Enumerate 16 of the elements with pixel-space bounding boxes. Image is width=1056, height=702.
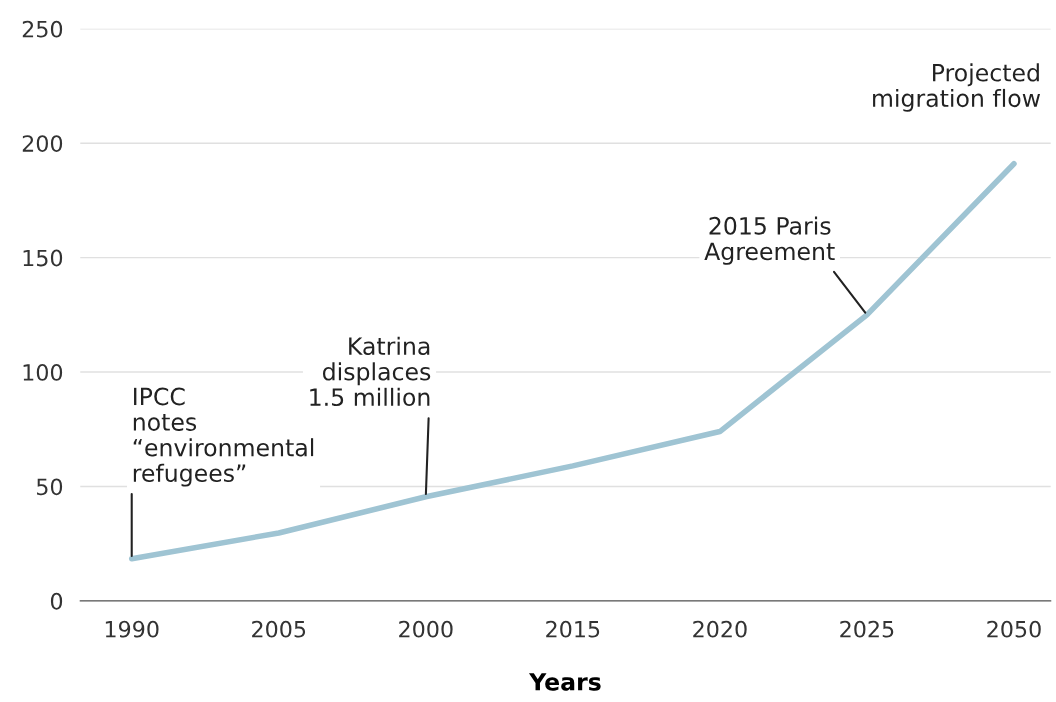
annotation: Projected migration flow xyxy=(873,63,1041,112)
x-tick-label: 2000 xyxy=(399,620,453,638)
y-tick-label: 0 xyxy=(50,592,63,610)
x-tick-label: 2015 xyxy=(546,620,600,638)
y-tick-label: 50 xyxy=(37,478,63,496)
x-tick-label: 2050 xyxy=(987,620,1041,638)
y-tick-label: 250 xyxy=(22,20,63,38)
y-tick-label: 200 xyxy=(22,135,63,152)
x-axis-title: Years xyxy=(528,673,601,691)
x-tick-label: 2025 xyxy=(840,620,894,638)
annotation: 2015 Paris Agreement xyxy=(704,216,835,265)
x-tick-label: 2020 xyxy=(693,620,747,638)
x-tick-label: 2005 xyxy=(252,620,306,638)
x-tick-label: 1990 xyxy=(105,620,159,638)
y-tick-label: 150 xyxy=(23,249,63,267)
y-tick-label: 100 xyxy=(23,364,63,381)
